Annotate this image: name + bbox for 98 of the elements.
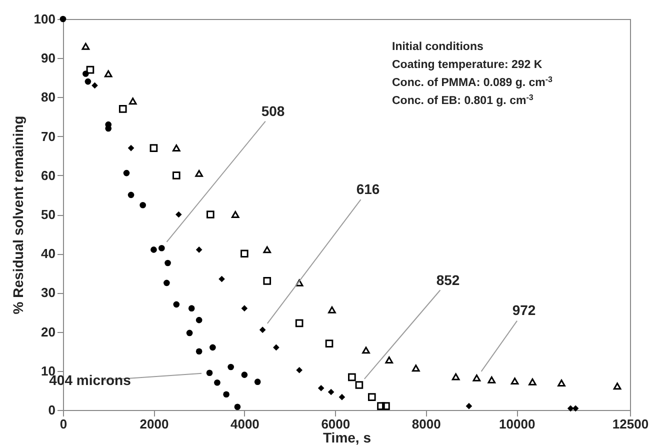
x-tick-label: 10000 xyxy=(499,416,536,432)
y-axis-title: % Residual solvent remaining xyxy=(10,116,26,314)
point xyxy=(362,346,370,354)
point xyxy=(105,121,112,128)
annotation: Conc. of EB: 0.801 g. cm$^{-3}$ xyxy=(392,92,534,107)
point xyxy=(452,373,460,380)
text: 852 xyxy=(436,272,460,288)
x-tick-label: 2000 xyxy=(140,416,169,432)
point xyxy=(263,246,272,254)
point xyxy=(382,402,390,410)
point xyxy=(510,378,519,385)
x-tick-label: 12500 xyxy=(612,416,649,432)
point xyxy=(572,405,579,412)
point xyxy=(567,405,574,412)
point xyxy=(385,356,394,364)
point xyxy=(528,378,536,386)
point xyxy=(188,305,195,312)
y-tick-label: 30 xyxy=(41,285,56,300)
point xyxy=(296,366,302,374)
point xyxy=(172,144,180,152)
point xyxy=(355,381,364,389)
point xyxy=(82,42,90,50)
point xyxy=(295,279,304,286)
y-tick-label: 60 xyxy=(41,168,56,183)
point xyxy=(92,82,98,89)
point xyxy=(195,170,203,177)
point xyxy=(196,246,202,253)
point xyxy=(325,340,334,348)
point xyxy=(128,144,134,152)
point xyxy=(172,171,180,180)
point xyxy=(186,330,193,336)
point xyxy=(228,364,234,370)
point xyxy=(241,372,248,378)
point xyxy=(488,376,496,384)
point xyxy=(240,250,248,258)
point xyxy=(412,364,420,372)
x-tick-label: 6000 xyxy=(321,416,350,432)
x-tick-label: 4000 xyxy=(230,416,260,432)
point xyxy=(196,316,202,324)
point xyxy=(234,404,241,410)
point xyxy=(140,202,146,208)
point xyxy=(259,326,266,334)
point xyxy=(206,210,214,218)
point xyxy=(273,344,280,351)
x-tick-label: 0 xyxy=(60,416,68,432)
y-tick-label: 40 xyxy=(41,246,56,262)
point xyxy=(338,394,346,400)
point xyxy=(263,277,272,285)
point xyxy=(348,373,356,382)
text: 508 xyxy=(261,103,285,119)
annotation: Coating temperature: 292 K xyxy=(392,59,543,71)
point xyxy=(150,144,158,152)
annotation: Initial conditions xyxy=(392,41,484,53)
point xyxy=(104,70,112,78)
point xyxy=(466,402,472,410)
point xyxy=(377,402,385,410)
text: 972 xyxy=(512,302,536,318)
x-axis-title: Time, s xyxy=(323,430,372,445)
point xyxy=(223,391,230,398)
point xyxy=(164,280,170,286)
y-tick-label: 20 xyxy=(41,324,56,340)
point xyxy=(173,301,180,308)
point xyxy=(196,348,202,355)
point xyxy=(164,260,171,266)
point xyxy=(295,319,304,328)
point xyxy=(84,78,92,85)
point xyxy=(118,105,127,113)
point xyxy=(231,211,240,218)
y-tick-label: 100 xyxy=(34,12,56,26)
point xyxy=(328,388,334,396)
y-tick-label: 90 xyxy=(41,50,56,66)
y-tick-label: 0 xyxy=(48,402,56,418)
y-tick-label: 70 xyxy=(41,128,56,144)
text: 616 xyxy=(356,181,380,197)
point xyxy=(123,170,130,176)
point xyxy=(128,98,137,105)
point xyxy=(241,305,248,312)
point xyxy=(214,379,220,386)
point xyxy=(150,246,157,253)
y-tick-label: 50 xyxy=(41,207,56,222)
point xyxy=(60,16,66,22)
point xyxy=(558,380,566,387)
y-tick-label: 80 xyxy=(41,90,56,105)
point xyxy=(472,374,481,382)
point xyxy=(176,211,182,218)
point xyxy=(254,378,261,386)
x-tick-label: 8000 xyxy=(412,416,441,432)
point xyxy=(328,306,336,314)
point xyxy=(128,192,134,198)
point xyxy=(206,370,213,376)
point xyxy=(158,244,165,252)
annotation: Conc. of PMMA: 0.089 g. cm$^{-3}$ xyxy=(392,74,554,89)
point xyxy=(210,344,216,351)
point xyxy=(368,393,376,402)
point xyxy=(613,382,622,390)
point xyxy=(86,66,94,74)
point xyxy=(318,384,324,392)
point xyxy=(218,276,225,282)
